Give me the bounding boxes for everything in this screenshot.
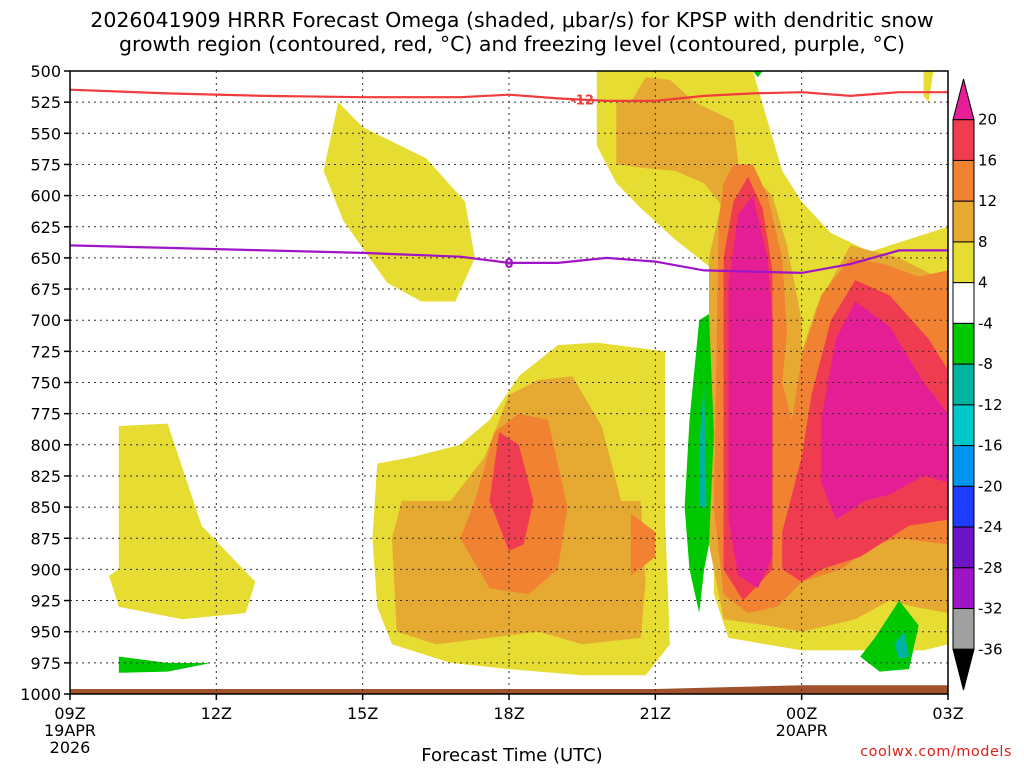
colorbar-label: -4 [978, 314, 993, 332]
omega-region-16-0 [489, 432, 534, 551]
colorbar-label: -32 [978, 600, 1003, 618]
colorbar-swatch-9 [952, 445, 975, 487]
y-tick-label: 750 [30, 374, 61, 393]
colorbar-swatch-12 [952, 567, 975, 610]
site-credit[interactable]: coolwx.com/models [860, 744, 1012, 760]
colorbar: 20 16 12 8 4 -4 -8 -12 -16 -20 -24 -28 -32 -36 [952, 78, 1003, 691]
y-tick-label: 525 [30, 93, 61, 112]
y-tick-label: 925 [30, 592, 61, 611]
colorbar-swatch-11 [952, 526, 975, 569]
contour-lines: -12 0 [70, 88, 948, 275]
omega-region-neg4-0 [118, 656, 212, 673]
chart-title-line2: growth region (contoured, red, °C) and f… [118, 32, 906, 56]
y-tick-label: 900 [30, 560, 61, 579]
x-tick-label: 18Z [493, 704, 524, 723]
omega-region-20-1 [821, 301, 948, 520]
colorbar-swatch-2 [952, 159, 975, 202]
colorbar-swatch-4 [952, 241, 975, 284]
chart-title: 2026041909 HRRR Forecast Omega (shaded, … [0, 8, 1024, 56]
x-tick-label: 12Z [201, 704, 232, 723]
y-tick-label: 1000 [20, 685, 61, 704]
omega-region-4-1 [323, 102, 475, 302]
x-date-label: 20APR [776, 721, 828, 740]
omega-region-neg8-1 [894, 631, 909, 660]
colorbar-swatch-0 [952, 78, 975, 121]
omega-shading [109, 71, 948, 676]
x-tick-label: 15Z [347, 704, 378, 723]
x-year-label: 2026 [50, 738, 91, 757]
y-tick-label: 500 [30, 62, 61, 81]
omega-region-4-0 [109, 423, 256, 620]
colorbar-label: -12 [978, 396, 1003, 414]
colorbar-label: -36 [978, 640, 1003, 658]
omega-region-12-1 [630, 513, 656, 576]
y-tick-label: 600 [30, 187, 61, 206]
y-tick-label: 625 [30, 218, 61, 237]
y-tick-label: 775 [30, 405, 61, 424]
chart-title-line1: 2026041909 HRRR Forecast Omega (shaded, … [90, 8, 934, 32]
colorbar-label: -20 [978, 477, 1003, 495]
y-tick-label: 950 [30, 623, 61, 642]
colorbar-swatch-7 [952, 363, 975, 406]
colorbar-label: 8 [978, 233, 988, 251]
y-tick-label: 800 [30, 436, 61, 455]
colorbar-swatch-5 [952, 282, 975, 324]
contour-label-1: 0 [504, 257, 513, 272]
colorbar-swatch-10 [952, 485, 975, 528]
y-axis: 500 525 550 575 600 625 650 675 700 725 750 775 800 8… [20, 62, 70, 704]
contour-line-0 [70, 88, 948, 102]
colorbar-swatch-14 [952, 648, 975, 691]
colorbar-label: 16 [978, 151, 997, 169]
omega-region-8-1 [616, 77, 753, 227]
colorbar-label: -8 [978, 355, 993, 373]
x-tick-label: 03Z [932, 704, 963, 723]
y-tick-label: 550 [30, 124, 61, 143]
colorbar-swatch-8 [952, 404, 975, 447]
y-tick-label: 725 [30, 342, 61, 361]
colorbar-label: 4 [978, 274, 988, 292]
y-tick-label: 575 [30, 155, 61, 174]
colorbar-label: 12 [978, 192, 997, 210]
colorbar-swatch-1 [952, 119, 975, 161]
colorbar-swatch-13 [952, 608, 975, 650]
colorbar-label: -24 [978, 518, 1003, 536]
y-tick-label: 700 [30, 311, 61, 330]
colorbar-label: 20 [978, 111, 997, 129]
colorbar-swatch-6 [952, 322, 975, 365]
contour-label-0: -12 [570, 94, 594, 109]
y-tick-label: 675 [30, 280, 61, 299]
grid-lines [70, 71, 948, 694]
y-tick-label: 650 [30, 249, 61, 268]
omega-region-20-0 [728, 195, 773, 589]
omega-region-neg4-2 [752, 71, 763, 78]
y-tick-label: 875 [30, 529, 61, 548]
y-tick-label: 825 [30, 467, 61, 486]
x-axis-label: Forecast Time (UTC) [421, 745, 603, 766]
y-tick-label: 975 [30, 654, 61, 673]
x-tick-label: 21Z [640, 704, 671, 723]
x-tick-label: 00Z [786, 704, 817, 723]
colorbar-label: -28 [978, 559, 1003, 577]
colorbar-label: -16 [978, 437, 1003, 455]
omega-region-4-4 [923, 71, 934, 103]
colorbar-swatch-3 [952, 200, 975, 243]
x-date-label: 19APR [44, 721, 96, 740]
contour-line-1 [70, 244, 948, 275]
x-tick-label: 09Z [54, 704, 85, 723]
y-tick-label: 850 [30, 498, 61, 517]
